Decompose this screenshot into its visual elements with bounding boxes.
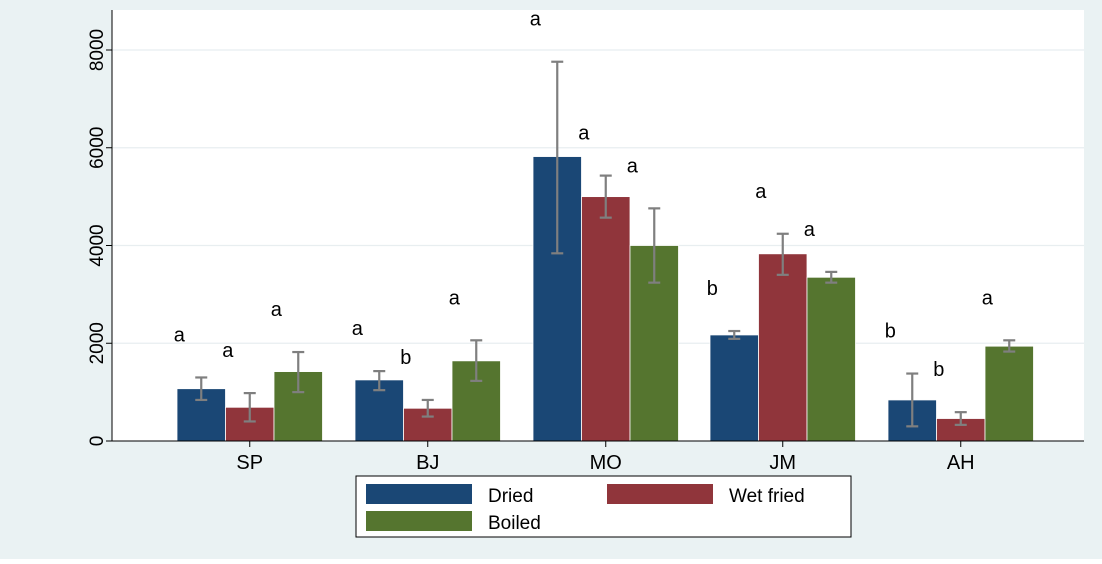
x-tick-label-jm: JM (769, 452, 796, 474)
bar-dried-jm (709, 334, 759, 442)
x-tick-label-ah: AH (947, 452, 975, 474)
bar-boiled-jm (806, 276, 856, 442)
significance-letter: a (174, 324, 186, 346)
y-tick-label: 4000 (87, 224, 108, 266)
bar-wet-fried-mo (581, 196, 631, 442)
y-tick-label: 2000 (87, 322, 108, 364)
significance-letter: a (627, 155, 639, 177)
significance-letter: a (578, 123, 590, 145)
legend-swatch-dried (366, 484, 472, 504)
legend-swatch-boiled (366, 511, 472, 531)
legend-label-dried: Dried (488, 486, 533, 507)
significance-letter: b (933, 359, 944, 381)
x-tick-label-sp: SP (236, 452, 263, 474)
significance-letter: a (755, 181, 767, 203)
significance-letter: b (707, 278, 718, 300)
significance-letter: a (449, 287, 461, 309)
x-tick-label-bj: BJ (416, 452, 439, 474)
significance-letter: a (982, 287, 994, 309)
significance-letter: a (271, 299, 283, 321)
significance-letter: b (885, 321, 896, 343)
legend-swatch-wet-fried (607, 484, 713, 504)
legend: Dried Wet fried Boiled (355, 475, 852, 538)
y-tick-label: 0 (87, 436, 108, 447)
significance-letters: a a a a b a a a a b a a b b a (174, 9, 994, 381)
significance-letter: b (400, 347, 411, 369)
significance-letter: a (222, 340, 234, 362)
legend-label-boiled: Boiled (488, 513, 541, 534)
significance-letter: a (804, 219, 816, 241)
y-axis: 0 2000 4000 6000 8000 (87, 10, 113, 447)
y-tick-label: 6000 (87, 127, 108, 169)
x-axis: SP BJ MO JM AH (112, 440, 1084, 474)
x-tick-label-mo: MO (590, 452, 622, 474)
bar-wet-fried-jm (758, 253, 808, 442)
significance-letter: a (530, 9, 542, 31)
y-tick-label: 8000 (87, 29, 108, 71)
error-bars (195, 60, 1016, 428)
legend-label-wet-fried: Wet fried (729, 486, 805, 507)
significance-letter: a (352, 318, 364, 340)
bar-boiled-ah (984, 345, 1034, 442)
